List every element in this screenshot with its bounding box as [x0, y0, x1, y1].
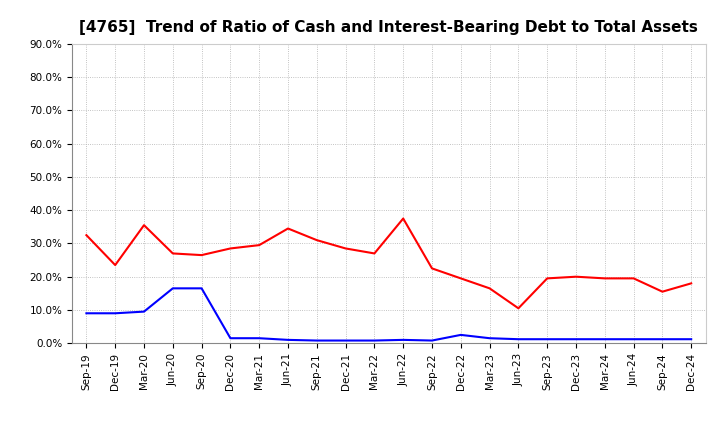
Interest-Bearing Debt — [82, 311, 91, 316]
Interest-Bearing Debt — [197, 286, 206, 291]
Interest-Bearing Debt — [168, 286, 177, 291]
Cash — [370, 251, 379, 256]
Cash — [197, 253, 206, 258]
Cash — [687, 281, 696, 286]
Cash — [572, 274, 580, 279]
Interest-Bearing Debt — [341, 338, 350, 343]
Interest-Bearing Debt — [312, 338, 321, 343]
Cash — [485, 286, 494, 291]
Cash — [341, 246, 350, 251]
Cash — [456, 276, 465, 281]
Interest-Bearing Debt — [600, 337, 609, 342]
Cash — [168, 251, 177, 256]
Interest-Bearing Debt — [399, 337, 408, 342]
Cash — [111, 262, 120, 268]
Cash — [600, 276, 609, 281]
Interest-Bearing Debt — [255, 336, 264, 341]
Cash — [284, 226, 292, 231]
Interest-Bearing Debt — [629, 337, 638, 342]
Interest-Bearing Debt — [658, 337, 667, 342]
Line: Cash: Cash — [86, 219, 691, 308]
Interest-Bearing Debt — [284, 337, 292, 342]
Interest-Bearing Debt — [370, 338, 379, 343]
Cash — [629, 276, 638, 281]
Cash — [543, 276, 552, 281]
Cash — [658, 289, 667, 294]
Line: Interest-Bearing Debt: Interest-Bearing Debt — [86, 288, 691, 341]
Cash — [312, 238, 321, 243]
Interest-Bearing Debt — [428, 338, 436, 343]
Interest-Bearing Debt — [111, 311, 120, 316]
Interest-Bearing Debt — [543, 337, 552, 342]
Cash — [399, 216, 408, 221]
Cash — [82, 232, 91, 238]
Interest-Bearing Debt — [687, 337, 696, 342]
Interest-Bearing Debt — [572, 337, 580, 342]
Interest-Bearing Debt — [514, 337, 523, 342]
Cash — [255, 242, 264, 248]
Interest-Bearing Debt — [226, 336, 235, 341]
Interest-Bearing Debt — [456, 332, 465, 337]
Interest-Bearing Debt — [140, 309, 148, 314]
Cash — [140, 223, 148, 228]
Cash — [428, 266, 436, 271]
Cash — [226, 246, 235, 251]
Cash — [514, 306, 523, 311]
Interest-Bearing Debt — [485, 336, 494, 341]
Text: [4765]  Trend of Ratio of Cash and Interest-Bearing Debt to Total Assets: [4765] Trend of Ratio of Cash and Intere… — [79, 20, 698, 35]
